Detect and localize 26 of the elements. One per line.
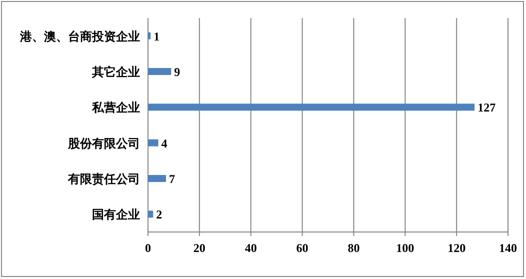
y-tick-label: 股份有限公司: [67, 136, 140, 150]
x-tick-label: 100: [396, 241, 414, 255]
y-tick-label: 港、澳、台商投资企业: [19, 29, 140, 44]
x-tick-label: 80: [348, 241, 360, 255]
data-label: 7: [169, 172, 175, 186]
y-tick-label: 国有企业: [92, 208, 140, 222]
data-label: 1: [154, 29, 160, 44]
bar: [148, 139, 158, 146]
x-tick-label: 120: [448, 241, 466, 255]
data-label: 2: [156, 208, 162, 222]
x-tick-label: 60: [296, 241, 308, 255]
data-label: 9: [174, 65, 180, 79]
bar: [148, 32, 151, 40]
x-tick-label: 140: [499, 241, 517, 255]
y-tick-label: 其它企业: [91, 65, 140, 79]
bar: [148, 104, 475, 111]
x-tick-label: 40: [244, 241, 257, 255]
y-tick-label: 私营企业: [91, 100, 140, 115]
x-tick-label: 20: [193, 241, 206, 255]
bar: [148, 210, 154, 218]
bar: [148, 175, 166, 182]
bar: [148, 68, 172, 75]
y-tick-label: 有限责任公司: [67, 172, 140, 186]
data-label: 4: [161, 136, 168, 150]
x-tick-label: 0: [145, 241, 151, 255]
data-label: 127: [478, 100, 496, 115]
